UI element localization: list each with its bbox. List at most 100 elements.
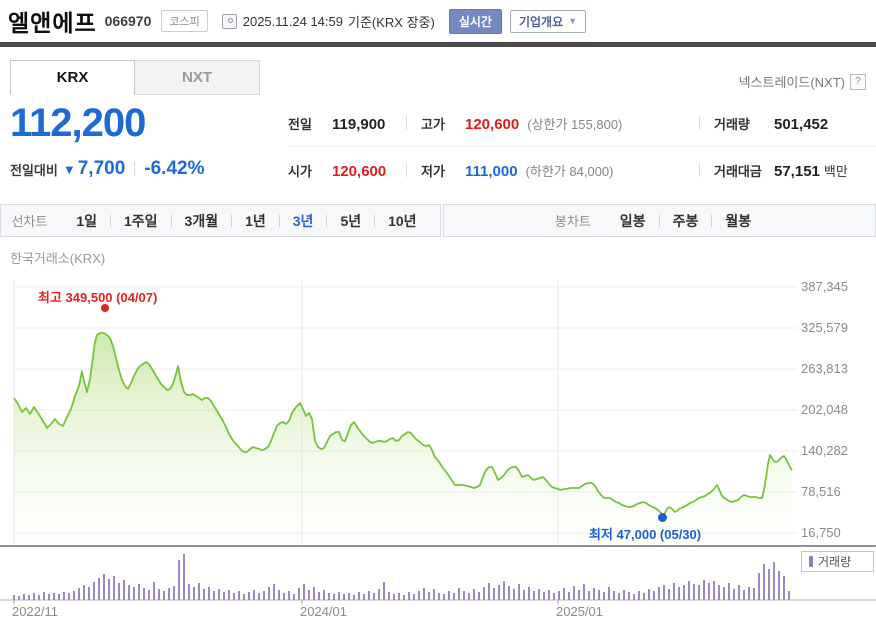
separator bbox=[711, 214, 713, 227]
row-divider bbox=[288, 146, 876, 147]
chevron-down-icon: ▼ bbox=[568, 16, 578, 26]
candle-chart-group-label: 봉차트 bbox=[554, 214, 591, 229]
nextrade-label: 넥스트레이드(NXT) bbox=[738, 75, 845, 90]
range-option-5년[interactable]: 5년 bbox=[340, 212, 362, 229]
help-icon[interactable]: ? bbox=[850, 73, 866, 90]
range-options: 1일 1주일 3개월 1년 3년 5년 10년 bbox=[63, 211, 429, 231]
range-option-1주일[interactable]: 1주일 bbox=[124, 212, 158, 229]
summary-row-2: 시가 120,600 저가 111,000 (하한가 84,000) 거래대금 … bbox=[288, 147, 876, 193]
low-label: 저가 bbox=[421, 163, 445, 179]
y-axis-label: 263,813 bbox=[801, 361, 848, 376]
header-divider-bar bbox=[0, 42, 876, 47]
range-option-3개월[interactable]: 3개월 bbox=[184, 212, 219, 229]
prev-close-cell: 전일 119,900 bbox=[288, 114, 406, 133]
trade-value-unit: 백만 bbox=[823, 163, 848, 179]
volume-value: 501,452 bbox=[774, 115, 829, 133]
quote-basis: 기준(KRX 장중) bbox=[347, 14, 435, 30]
trade-value-label: 거래대금 bbox=[714, 163, 762, 179]
y-axis-label: 16,750 bbox=[801, 525, 841, 540]
separator bbox=[658, 214, 660, 227]
candle-options: 일봉 주봉 월봉 bbox=[607, 211, 764, 231]
volume-cell: 거래량 501,452 bbox=[700, 114, 876, 133]
price-change-row: 전일대비 ▼ 7,700 -6.42% bbox=[10, 158, 204, 180]
change-label: 전일대비 bbox=[10, 162, 58, 178]
market-tabs: KRX NXT bbox=[10, 60, 260, 95]
range-option-3년[interactable]: 3년 bbox=[292, 212, 314, 229]
y-axis-label: 202,048 bbox=[801, 402, 848, 417]
lower-limit: (하한가 84,000) bbox=[525, 163, 614, 179]
low-cell: 저가 111,000 (하한가 84,000) bbox=[407, 161, 699, 180]
trade-value-cell: 거래대금 57,151 백만 bbox=[700, 161, 876, 180]
change-value: 7,700 bbox=[77, 158, 126, 179]
high-cell: 고가 120,600 (상한가 155,800) bbox=[407, 114, 699, 133]
stock-code: 066970 bbox=[104, 13, 152, 29]
change-percent: -6.42% bbox=[144, 158, 205, 179]
clock-icon bbox=[221, 13, 237, 29]
prev-close-label: 전일 bbox=[288, 116, 312, 132]
x-axis-label: 2022/11 bbox=[12, 604, 59, 619]
volume-bars bbox=[13, 554, 790, 600]
y-axis-label: 140,282 bbox=[801, 443, 848, 458]
low-annotation: 최저 47,000 (05/30) bbox=[589, 527, 702, 542]
company-overview-button[interactable]: 기업개요 ▼ bbox=[509, 9, 587, 33]
tab-nxt[interactable]: NXT bbox=[135, 60, 260, 95]
candle-option-주봉[interactable]: 주봉 bbox=[672, 212, 699, 229]
price-line bbox=[13, 332, 793, 516]
volume-label: 거래량 bbox=[714, 116, 750, 132]
low-marker-dot bbox=[658, 513, 667, 522]
volume-legend-label: 거래량 bbox=[818, 555, 852, 569]
trade-value-value: 57,151 bbox=[774, 162, 820, 180]
open-value: 120,600 bbox=[332, 162, 387, 180]
high-label: 고가 bbox=[421, 116, 445, 132]
current-price: 112,200 bbox=[10, 101, 146, 145]
range-option-10년[interactable]: 10년 bbox=[388, 212, 417, 229]
candle-chart-options: 봉차트 일봉 주봉 월봉 bbox=[443, 204, 876, 237]
tab-krx[interactable]: KRX bbox=[10, 60, 135, 95]
range-option-1년[interactable]: 1년 bbox=[245, 212, 266, 229]
down-arrow-icon: ▼ bbox=[62, 161, 76, 177]
low-value: 111,000 bbox=[465, 162, 518, 180]
price-area bbox=[14, 333, 792, 546]
market-badge: 코스피 bbox=[161, 10, 208, 32]
separator bbox=[406, 163, 407, 177]
volume-legend: 거래량 bbox=[801, 551, 874, 572]
price-summary-table: 전일 119,900 고가 120,600 (상한가 155,800) 거래량 … bbox=[288, 100, 876, 193]
stock-name: 엘앤에프 bbox=[8, 10, 97, 36]
high-value: 120,600 bbox=[465, 115, 520, 133]
line-chart-group-label: 선차트 bbox=[11, 214, 48, 229]
realtime-button[interactable]: 실시간 bbox=[448, 8, 502, 34]
y-axis-label: 78,516 bbox=[801, 484, 841, 499]
y-axis-label: 325,579 bbox=[801, 320, 848, 335]
company-overview-label: 기업개요 bbox=[518, 14, 564, 29]
line-chart-options: 선차트 1일 1주일 3개월 1년 3년 5년 10년 bbox=[0, 204, 441, 237]
separator bbox=[231, 214, 233, 227]
open-cell: 시가 120,600 bbox=[288, 161, 406, 180]
high-marker-dot bbox=[101, 304, 109, 312]
x-axis-label: 2025/01 bbox=[556, 604, 603, 619]
separator bbox=[278, 214, 280, 227]
separator bbox=[374, 214, 376, 227]
upper-limit: (상한가 155,800) bbox=[527, 116, 623, 132]
separator bbox=[406, 116, 407, 130]
header: 엘앤에프 066970 코스피 2025.11.24 14:59 기준(KRX … bbox=[0, 0, 876, 42]
prev-close-value: 119,900 bbox=[332, 115, 386, 133]
x-axis-label: 2024/01 bbox=[300, 604, 347, 619]
nextrade-note: 넥스트레이드(NXT) ? bbox=[739, 72, 866, 91]
open-label: 시가 bbox=[288, 163, 312, 179]
candle-option-월봉[interactable]: 월봉 bbox=[725, 212, 752, 229]
separator bbox=[134, 162, 136, 176]
exchange-source-label: 한국거래소(KRX) bbox=[10, 251, 106, 266]
summary-row-1: 전일 119,900 고가 120,600 (상한가 155,800) 거래량 … bbox=[288, 100, 876, 146]
range-option-1일[interactable]: 1일 bbox=[76, 212, 97, 229]
chart-toolbar: 선차트 1일 1주일 3개월 1년 3년 5년 10년 봉차트 일봉 주봉 월봉 bbox=[0, 204, 876, 237]
separator bbox=[699, 116, 700, 130]
separator bbox=[110, 214, 111, 227]
candle-option-일봉[interactable]: 일봉 bbox=[619, 212, 646, 229]
separator bbox=[170, 214, 172, 227]
separator bbox=[699, 163, 700, 177]
separator bbox=[326, 214, 328, 227]
y-axis-label: 387,345 bbox=[801, 279, 848, 294]
volume-legend-marker-icon bbox=[809, 556, 813, 567]
